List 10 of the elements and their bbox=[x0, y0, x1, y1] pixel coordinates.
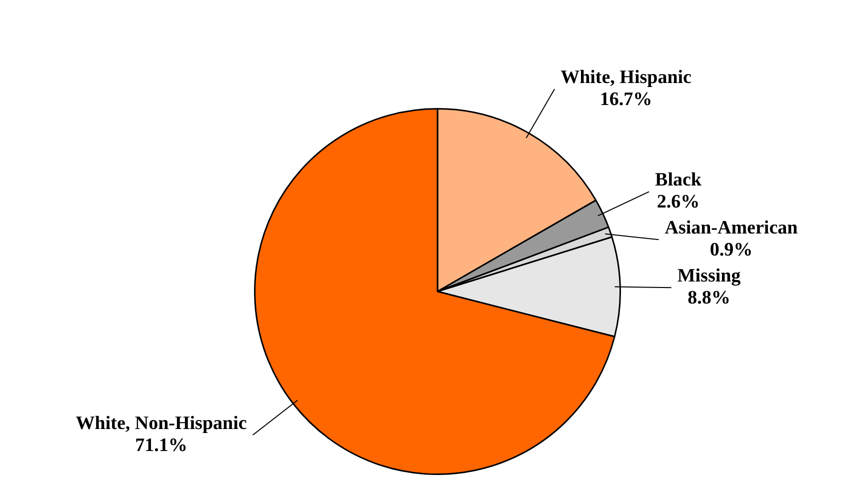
data-label: 71.1% bbox=[135, 434, 188, 456]
slice-label: Missing bbox=[677, 266, 742, 287]
slice-label: Asian-American bbox=[664, 218, 798, 239]
data-label: 8.8% bbox=[688, 288, 730, 309]
data-label: 16.7% bbox=[600, 88, 652, 110]
slice-label: White, Non-Hispanic bbox=[76, 412, 247, 434]
data-label: 0.9% bbox=[710, 240, 753, 261]
data-label: 2.6% bbox=[656, 192, 700, 213]
slice-label: White, Hispanic bbox=[560, 66, 692, 88]
slice-label: Black bbox=[655, 170, 702, 191]
